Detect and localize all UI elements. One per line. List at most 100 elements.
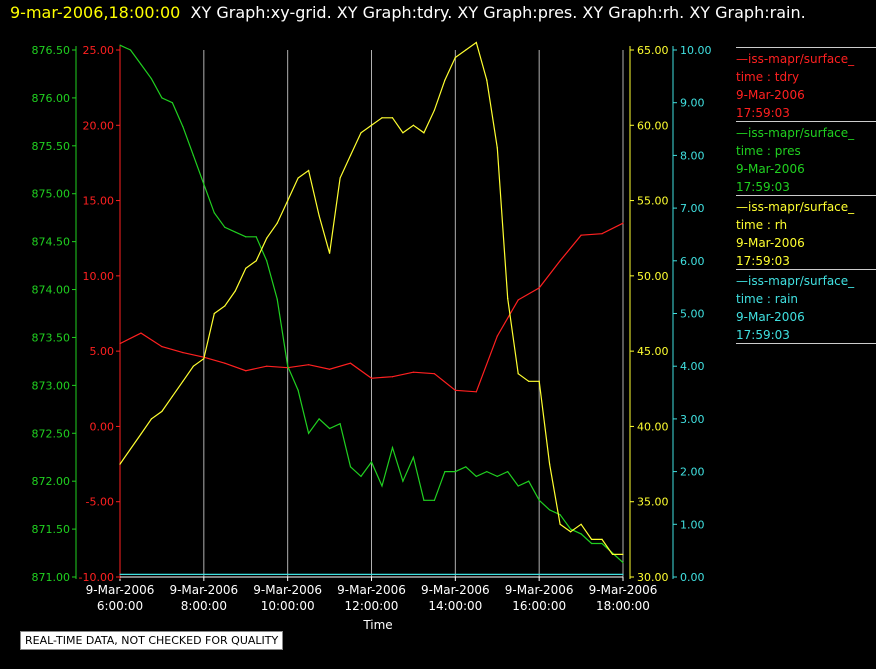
data-point-rh: [538, 380, 540, 382]
legend-text: 17:59:03: [736, 254, 790, 268]
data-point-rh: [486, 79, 488, 81]
data-point-rh: [370, 124, 373, 126]
data-point-rh: [349, 154, 352, 156]
data-point-tdry: [559, 260, 561, 262]
pres-tick-label: 876.50: [32, 44, 71, 57]
rain-tick-label: 1.00: [680, 518, 705, 531]
data-point-pres: [601, 542, 603, 545]
rain-tick-label: 4.00: [680, 360, 705, 373]
data-point-rh: [475, 41, 477, 44]
rh-tick-label: 40.00: [637, 420, 669, 433]
rh-tick-label: 35.00: [637, 496, 669, 509]
data-point-rh: [129, 448, 132, 450]
data-point-rh: [570, 531, 572, 533]
data-point-pres: [444, 471, 446, 473]
pres-tick-label: 875.50: [32, 140, 71, 153]
x-tick-label-date: 9-Mar-2006: [253, 583, 322, 597]
pres-tick-label: 872.00: [32, 475, 71, 488]
legend-text: —iss-mapr/surface_: [736, 126, 855, 140]
x-tick-label-time: 12:00:00: [345, 599, 399, 613]
legend-entry-pres: —iss-mapr/surface_ time : pres 9-Mar-2006 1…: [736, 121, 876, 195]
header-timestamp: 9-mar-2006,18:00:00: [10, 3, 181, 22]
data-point-tdry: [580, 234, 582, 236]
pres-tick-label: 871.00: [32, 571, 71, 584]
legend-text: —iss-mapr/surface_: [736, 274, 855, 288]
data-point-pres: [528, 480, 530, 482]
data-point-tdry: [412, 371, 415, 373]
legend-text: 9-Mar-2006: [736, 88, 805, 102]
data-point-pres: [381, 485, 383, 487]
x-tick-label-date: 9-Mar-2006: [589, 583, 658, 597]
data-series: [119, 41, 624, 576]
data-point-tdry: [538, 287, 540, 289]
data-point-tdry: [601, 233, 603, 235]
data-point-pres: [412, 456, 415, 458]
x-tick-label-date: 9-Mar-2006: [505, 583, 574, 597]
pres-tick-label: 871.50: [32, 523, 71, 536]
data-point-rh: [517, 373, 519, 375]
data-point-tdry: [517, 299, 519, 301]
pres-tick-label: 874.50: [32, 236, 71, 249]
data-point-pres: [266, 260, 268, 262]
legend-text: 9-Mar-2006: [736, 162, 805, 176]
data-point-pres: [454, 471, 456, 473]
data-point-tdry: [328, 368, 331, 370]
rh-tick-label: 55.00: [637, 195, 669, 208]
data-point-rh: [297, 177, 299, 179]
x-tick-label-time: 14:00:00: [428, 599, 482, 613]
data-point-rh: [150, 418, 153, 420]
data-point-tdry: [161, 346, 163, 348]
rain-tick-label: 3.00: [680, 413, 705, 426]
tdry-tick-label: 0.00: [90, 420, 115, 433]
data-point-tdry: [475, 391, 477, 393]
data-point-rh: [622, 553, 624, 556]
data-point-rh: [119, 463, 121, 465]
data-point-pres: [549, 509, 551, 511]
data-point-rh: [140, 433, 142, 435]
data-point-pres: [538, 499, 540, 501]
legend-text: time : rain: [736, 292, 799, 306]
data-point-tdry: [454, 389, 456, 391]
x-tick-label-time: 10:00:00: [261, 599, 315, 613]
data-point-tdry: [224, 362, 226, 364]
rain-tick-label: 9.00: [680, 97, 705, 110]
legend-text: —iss-mapr/surface_: [736, 200, 855, 214]
data-point-rh: [507, 297, 509, 300]
data-point-pres: [161, 97, 163, 99]
x-tick-label-time: 6:00:00: [97, 599, 143, 613]
data-point-tdry: [370, 377, 373, 379]
data-point-pres: [370, 461, 373, 463]
data-point-rh: [360, 132, 362, 134]
rh-tick-label: 60.00: [637, 119, 669, 132]
data-point-pres: [486, 471, 488, 473]
x-tick-label-date: 9-Mar-2006: [86, 583, 155, 597]
data-point-rh: [308, 169, 310, 172]
rain-tick-label: 10.00: [680, 44, 712, 57]
data-point-rh: [559, 523, 561, 525]
data-point-rh: [433, 109, 435, 111]
data-point-pres: [245, 236, 247, 238]
x-axis-title: Time: [362, 618, 392, 632]
data-point-rh: [454, 56, 456, 59]
rh-tick-label: 30.00: [637, 571, 669, 584]
tdry-tick-label: -10.00: [79, 571, 114, 584]
data-point-rain: [119, 573, 121, 575]
data-point-pres: [402, 480, 404, 482]
tdry-tick-label: 20.00: [83, 119, 115, 132]
legend-text: 17:59:03: [736, 106, 790, 120]
data-point-tdry: [622, 222, 624, 224]
grid-lines: [119, 50, 624, 577]
data-point-rh: [255, 260, 257, 262]
data-point-pres: [465, 466, 467, 468]
data-point-rh: [391, 117, 394, 119]
data-point-rh: [318, 215, 320, 217]
data-point-pres: [570, 528, 572, 530]
x-tick-label-time: 16:00:00: [512, 599, 566, 613]
rain-tick-label: 7.00: [680, 202, 705, 215]
data-point-rh: [590, 538, 593, 540]
data-point-pres: [119, 44, 121, 46]
data-point-pres: [423, 499, 425, 501]
pres-tick-label: 875.00: [32, 188, 71, 201]
data-point-rh: [496, 147, 498, 149]
x-tick-label-time: 18:00:00: [596, 599, 650, 613]
